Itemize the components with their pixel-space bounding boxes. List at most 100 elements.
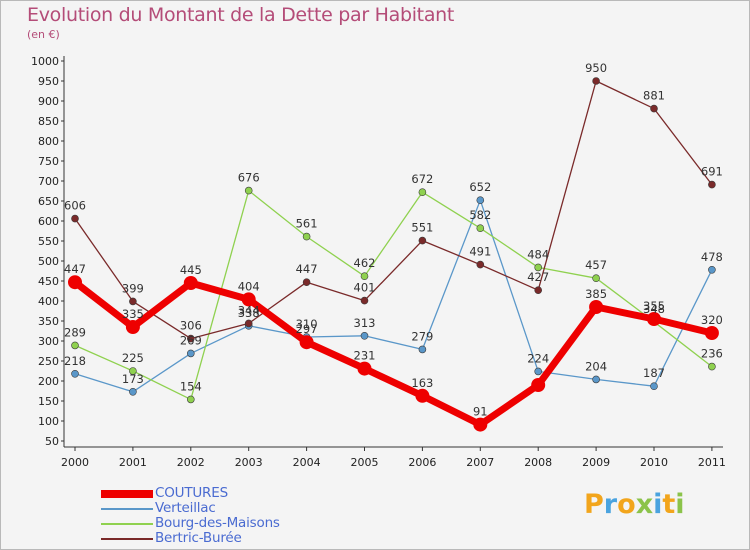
y-tick-label: 250 bbox=[38, 355, 59, 368]
data-label: 672 bbox=[411, 172, 433, 186]
y-tick-label: 100 bbox=[38, 415, 59, 428]
data-label: 154 bbox=[180, 379, 202, 393]
data-label: 491 bbox=[469, 245, 491, 259]
data-label: 385 bbox=[585, 287, 607, 301]
legend-item: COUTURES bbox=[101, 486, 280, 501]
data-point bbox=[71, 214, 79, 223]
data-point bbox=[244, 319, 253, 328]
data-label: 224 bbox=[527, 351, 549, 365]
data-point bbox=[360, 331, 369, 340]
series-bourg-des-maisons bbox=[71, 186, 716, 404]
data-point bbox=[708, 362, 716, 371]
y-tick-label: 950 bbox=[38, 75, 59, 88]
series-line bbox=[74, 80, 713, 340]
logo-letter: P bbox=[584, 489, 604, 520]
data-point bbox=[418, 188, 427, 196]
data-point bbox=[183, 276, 198, 290]
series-line bbox=[74, 199, 713, 393]
data-point bbox=[129, 367, 137, 375]
data-label: 163 bbox=[411, 376, 433, 390]
legend-swatch bbox=[101, 537, 153, 540]
data-label: 457 bbox=[585, 258, 607, 272]
legend-item: Bertric-Burée bbox=[101, 531, 280, 546]
y-tick-label: 450 bbox=[38, 275, 59, 288]
data-point bbox=[68, 275, 82, 290]
data-point bbox=[241, 292, 256, 307]
x-tick-label: 2006 bbox=[408, 456, 436, 469]
series-bertric-bur-e bbox=[71, 77, 716, 343]
data-label: 401 bbox=[354, 281, 376, 295]
y-tick-label: 400 bbox=[38, 295, 59, 308]
y-tick-label: 50 bbox=[45, 435, 59, 448]
legend-item: Verteillac bbox=[101, 501, 280, 516]
data-label: 399 bbox=[122, 281, 144, 295]
data-point bbox=[418, 236, 427, 245]
data-label: 606 bbox=[64, 199, 86, 213]
data-label: 478 bbox=[701, 250, 723, 264]
logo-letter: i bbox=[653, 489, 663, 520]
legend-label: Verteillac bbox=[155, 500, 216, 516]
legend-label: Bourg-des-Maisons bbox=[155, 515, 280, 531]
data-label: 881 bbox=[643, 89, 665, 103]
data-point bbox=[302, 278, 311, 287]
data-point bbox=[704, 326, 719, 340]
data-label: 950 bbox=[585, 61, 607, 75]
data-point bbox=[592, 375, 600, 384]
data-point bbox=[589, 300, 604, 314]
data-label: 297 bbox=[296, 322, 318, 336]
logo-letter: o bbox=[617, 489, 636, 520]
y-tick-label: 600 bbox=[38, 215, 59, 228]
data-point bbox=[299, 335, 314, 350]
data-label: 231 bbox=[354, 349, 376, 363]
data-point bbox=[708, 265, 716, 274]
data-label: 269 bbox=[180, 333, 202, 347]
data-label: 236 bbox=[701, 347, 723, 361]
x-tick-label: 2002 bbox=[177, 456, 205, 469]
data-point bbox=[187, 334, 195, 343]
data-label: 582 bbox=[469, 208, 491, 222]
proxiti-logo: Proxiti bbox=[584, 489, 685, 520]
y-tick-label: 800 bbox=[38, 135, 59, 148]
data-point bbox=[302, 232, 311, 241]
legend-swatch bbox=[101, 507, 153, 510]
data-label: 204 bbox=[585, 359, 607, 373]
data-point bbox=[534, 286, 543, 295]
data-point bbox=[476, 260, 485, 269]
data-label: 173 bbox=[122, 372, 144, 386]
data-label: 355 bbox=[643, 299, 665, 313]
x-tick-label: 2004 bbox=[293, 456, 321, 469]
x-tick-label: 2011 bbox=[698, 456, 726, 469]
x-tick-label: 2009 bbox=[582, 456, 610, 469]
data-point bbox=[476, 196, 485, 204]
y-tick-label: 650 bbox=[38, 195, 59, 208]
series-layer bbox=[68, 77, 719, 432]
series-line bbox=[72, 279, 713, 429]
data-point bbox=[534, 263, 543, 272]
data-point bbox=[650, 104, 658, 113]
data-point bbox=[360, 296, 369, 305]
data-point bbox=[473, 417, 488, 432]
data-label: 320 bbox=[701, 313, 723, 327]
legend-label: Bertric-Burée bbox=[155, 530, 242, 546]
data-label: 335 bbox=[122, 307, 144, 321]
y-tick-label: 700 bbox=[38, 175, 59, 188]
x-tick-label: 2007 bbox=[466, 456, 494, 469]
data-label: 447 bbox=[64, 262, 86, 276]
x-tick-label: 2005 bbox=[351, 456, 379, 469]
data-label: 676 bbox=[238, 171, 260, 185]
data-point bbox=[476, 224, 485, 232]
data-point bbox=[415, 388, 430, 403]
data-label: 484 bbox=[527, 247, 549, 261]
data-label: 344 bbox=[238, 303, 260, 317]
x-tick-label: 2000 bbox=[61, 456, 89, 469]
data-label: 691 bbox=[701, 165, 723, 179]
legend-label: COUTURES bbox=[155, 485, 228, 501]
axes: 50 100 150 200 250 300 350 400 450 500 550 600 650 70… bbox=[31, 55, 726, 469]
data-point bbox=[187, 395, 195, 404]
data-point bbox=[647, 312, 661, 326]
data-point bbox=[129, 387, 137, 396]
data-point bbox=[650, 382, 658, 391]
legend-swatch bbox=[101, 522, 153, 525]
data-point bbox=[125, 320, 140, 334]
